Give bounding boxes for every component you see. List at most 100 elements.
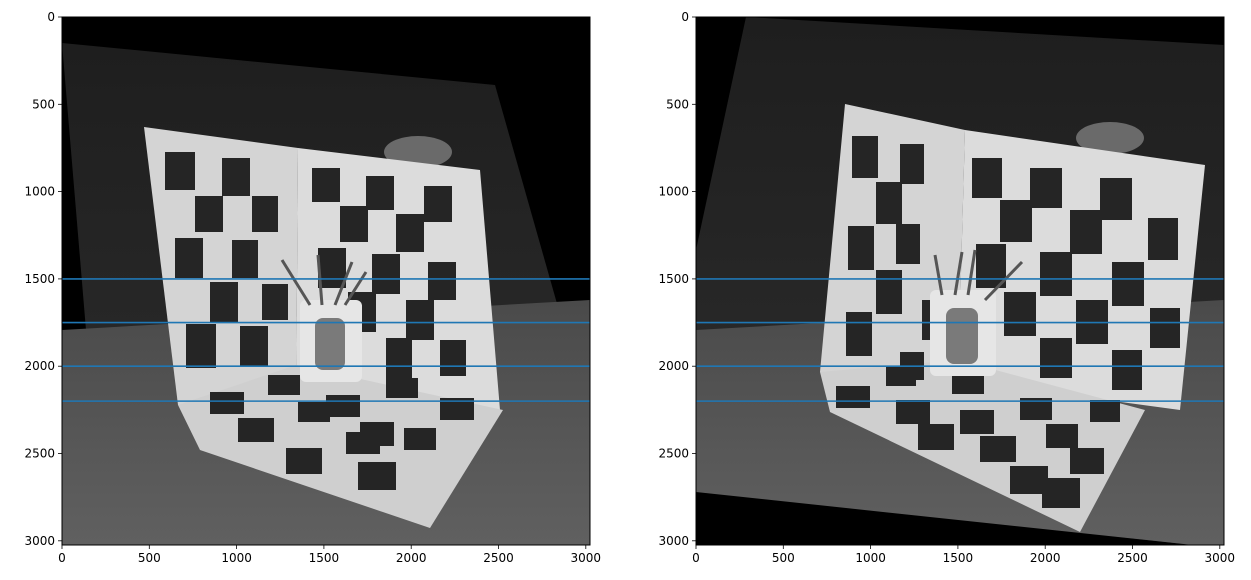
left-epipolar-lines — [62, 278, 590, 402]
right-checker-square — [972, 158, 1002, 198]
left-x-tick-label: 2500 — [483, 551, 514, 565]
left-mug-figure — [315, 318, 345, 370]
right-y-tick-label: 3000 — [658, 534, 689, 548]
left-checker-square — [222, 158, 250, 196]
left-checker-square — [440, 340, 466, 376]
right-checker-square — [876, 182, 902, 224]
left-x-tick-label: 3000 — [571, 551, 602, 565]
left-x-tick-label: 0 — [58, 551, 66, 565]
right-x-tick-label: 500 — [772, 551, 795, 565]
left-checker-square — [268, 375, 300, 395]
left-y-tick-label: 500 — [32, 97, 55, 111]
left-photo — [62, 43, 590, 545]
right-checker-square — [1000, 200, 1032, 242]
right-x-tick-label: 3000 — [1205, 551, 1236, 565]
right-checker-square — [900, 144, 924, 184]
right-image-panel: 0 500 1000 1500 2000 2500 30000500100015002000… — [658, 10, 1235, 565]
left-checker-square — [240, 326, 268, 366]
left-x-tick-label: 2000 — [396, 551, 427, 565]
right-checker-square — [852, 136, 878, 178]
left-y-tick-label: 2500 — [24, 447, 55, 461]
right-checker-square — [848, 226, 874, 270]
left-checker-square — [406, 300, 434, 340]
left-checker-square — [165, 152, 195, 190]
left-checker-square — [424, 186, 452, 222]
right-checker-square — [1112, 262, 1144, 306]
left-checker-square — [298, 402, 330, 422]
right-checker-square — [1070, 210, 1102, 254]
left-x-tick-label: 1000 — [221, 551, 252, 565]
right-checker-square — [896, 224, 920, 264]
left-checker-square — [366, 176, 394, 210]
left-checker-square — [262, 284, 288, 320]
left-checker-square — [210, 282, 238, 322]
left-checker-square — [358, 462, 396, 490]
right-y-tick-label: 0 — [681, 10, 689, 24]
right-y-tick-label: 2000 — [658, 359, 689, 373]
left-checker-square — [440, 398, 474, 420]
left-board-floor — [178, 365, 503, 528]
right-axis-ticks: 0 500 1000 1500 2000 2500 30000500100015002000… — [658, 10, 1235, 565]
left-checker-square — [175, 238, 203, 278]
right-checker-square — [952, 372, 984, 394]
right-y-tick-label: 500 — [666, 97, 689, 111]
right-x-tick-label: 1500 — [943, 551, 974, 565]
right-checker-square — [1004, 292, 1036, 336]
right-checker-square — [1112, 350, 1142, 390]
left-checker-square — [312, 168, 340, 202]
left-x-tick-label: 500 — [138, 551, 161, 565]
left-y-tick-label: 1000 — [24, 185, 55, 199]
left-y-tick-label: 3000 — [24, 534, 55, 548]
left-pens — [280, 254, 368, 306]
left-checker-square — [346, 432, 380, 454]
right-x-tick-label: 2000 — [1030, 551, 1061, 565]
right-checker-square — [1148, 218, 1178, 260]
right-lamp — [1076, 122, 1144, 154]
left-checker-square — [340, 206, 368, 242]
right-checker-square — [1070, 448, 1104, 474]
right-checker-square — [918, 424, 954, 450]
right-checker-square — [1150, 308, 1180, 348]
right-checker-square — [960, 410, 994, 434]
right-checker-square — [1040, 252, 1072, 296]
right-checker-square — [836, 386, 870, 408]
right-checker-square — [1030, 168, 1062, 208]
left-checker-square — [210, 392, 244, 414]
right-x-tick-label: 1000 — [855, 551, 886, 565]
left-checker-square — [372, 254, 400, 294]
left-axes-frame — [61, 16, 591, 546]
right-pens — [933, 249, 1024, 302]
right-checker-square — [1046, 424, 1078, 448]
right-checker-square — [896, 400, 930, 424]
left-x-tick-label: 1500 — [309, 551, 340, 565]
left-y-tick-label: 1500 — [24, 272, 55, 286]
left-y-tick-label: 0 — [47, 10, 55, 24]
left-checker-square — [286, 448, 322, 474]
left-checker-square — [318, 248, 346, 288]
left-checker-square — [428, 262, 456, 300]
right-x-tick-label: 0 — [692, 551, 700, 565]
left-checker-square — [232, 240, 258, 278]
left-checker-square — [386, 378, 418, 398]
right-y-tick-label: 2500 — [658, 447, 689, 461]
left-checker-square — [195, 196, 223, 232]
right-checker-square — [980, 436, 1016, 462]
right-checker-square — [1020, 398, 1052, 420]
right-checker-square — [1090, 400, 1120, 422]
right-checker-square — [886, 366, 916, 386]
right-checker-square — [1040, 338, 1072, 378]
left-checker-square — [404, 428, 436, 450]
right-x-tick-label: 2500 — [1117, 551, 1148, 565]
left-checker-square — [238, 418, 274, 442]
left-checker-square — [396, 214, 424, 252]
right-y-tick-label: 1500 — [658, 272, 689, 286]
left-checker-square — [326, 395, 360, 417]
left-y-tick-label: 2000 — [24, 359, 55, 373]
right-photo — [696, 17, 1224, 545]
right-epipolar-lines — [696, 278, 1224, 402]
left-image-panel: 0 500 1000 1500 2000 2500 30000500100015002000… — [24, 10, 601, 565]
left-checker-square — [386, 338, 412, 378]
right-checker-square — [1042, 478, 1080, 508]
left-checker-square — [186, 324, 216, 368]
